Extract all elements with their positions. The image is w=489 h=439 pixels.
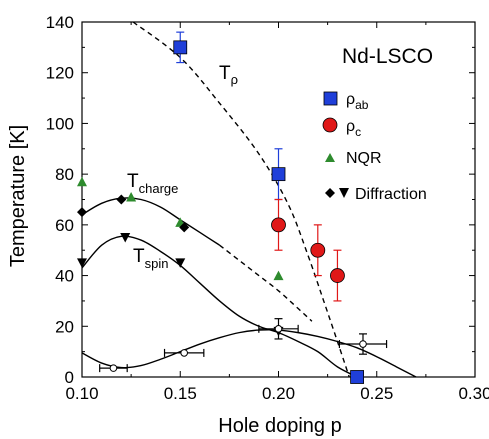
legend-label-diffraction: Diffraction <box>355 186 427 203</box>
y-tick-label: 0 <box>65 368 74 387</box>
x-tick-label: 0.25 <box>360 384 393 403</box>
data-point-diffraction-spin <box>175 258 186 268</box>
data-point-open-circles <box>109 364 118 372</box>
data-point--ab <box>350 370 365 384</box>
guide-curve-t-rho <box>132 21 350 378</box>
legend-label-nqr: NQR <box>346 150 382 167</box>
x-tick-label: 0.10 <box>65 384 98 403</box>
legend-marker-diffraction-diamond <box>325 188 335 198</box>
curve-label-t-rho: Tρ <box>219 63 238 87</box>
data-point--ab <box>271 167 286 182</box>
data-point-diffraction-spin <box>120 233 131 243</box>
data-point-nqr <box>126 191 137 202</box>
legend-marker-nqr <box>325 153 335 162</box>
curve-labels: Tρ Tcharge Tspin <box>127 63 238 271</box>
plot-area: 0.10 0.15 0.20 0.25 0.30 0 20 40 60 80 100 120 140 <box>46 13 489 403</box>
y-tick-label: 20 <box>55 317 74 336</box>
data-point-nqr <box>273 270 284 281</box>
curve-label-t-spin: Tspin <box>133 246 168 271</box>
data-point-diffraction-spin <box>77 258 87 268</box>
legend: Nd-LSCO ρab ρc NQR Diffraction <box>322 45 433 203</box>
legend-label-rho-c: ρc <box>346 118 361 139</box>
data-point-open-circles <box>180 349 188 357</box>
guide-curve-low-t-dome <box>81 329 417 378</box>
data-point--c <box>330 268 345 283</box>
legend-label-rho-ab: ρab <box>346 91 369 112</box>
x-tick-label: 0.30 <box>458 384 489 403</box>
x-axis-title: Hole doping p <box>218 415 341 437</box>
guide-curve-t-charge-extension <box>219 244 313 322</box>
data-point-open-circles <box>359 340 367 348</box>
curve-label-t-charge: Tcharge <box>127 171 178 196</box>
y-tick-label: 140 <box>46 13 74 32</box>
y-tick-label: 40 <box>55 267 74 286</box>
data-point-nqr <box>77 176 87 187</box>
legend-marker-diffraction-triangle <box>339 188 349 198</box>
y-tick-label: 120 <box>46 64 74 83</box>
data-point-open-circles <box>274 325 283 333</box>
y-axis-title: Temperature [K] <box>7 125 29 267</box>
data-point--c <box>310 242 326 258</box>
data-point-diffraction-charge <box>77 207 87 218</box>
data-point--c <box>271 217 286 233</box>
x-tick-label: 0.15 <box>164 384 197 403</box>
legend-title: Nd-LSCO <box>342 45 433 68</box>
data-point--ab <box>173 40 188 55</box>
y-tick-label: 80 <box>55 165 74 184</box>
guide-curve-t-charge <box>81 197 220 246</box>
data-point-diffraction-charge <box>179 222 190 233</box>
x-tick-label: 0.20 <box>262 384 295 403</box>
y-tick-label: 100 <box>46 114 74 133</box>
legend-marker-rho-ab <box>323 91 338 106</box>
legend-marker-rho-c <box>322 117 338 133</box>
y-tick-label: 60 <box>55 216 74 235</box>
data-point-diffraction-charge <box>116 194 127 205</box>
